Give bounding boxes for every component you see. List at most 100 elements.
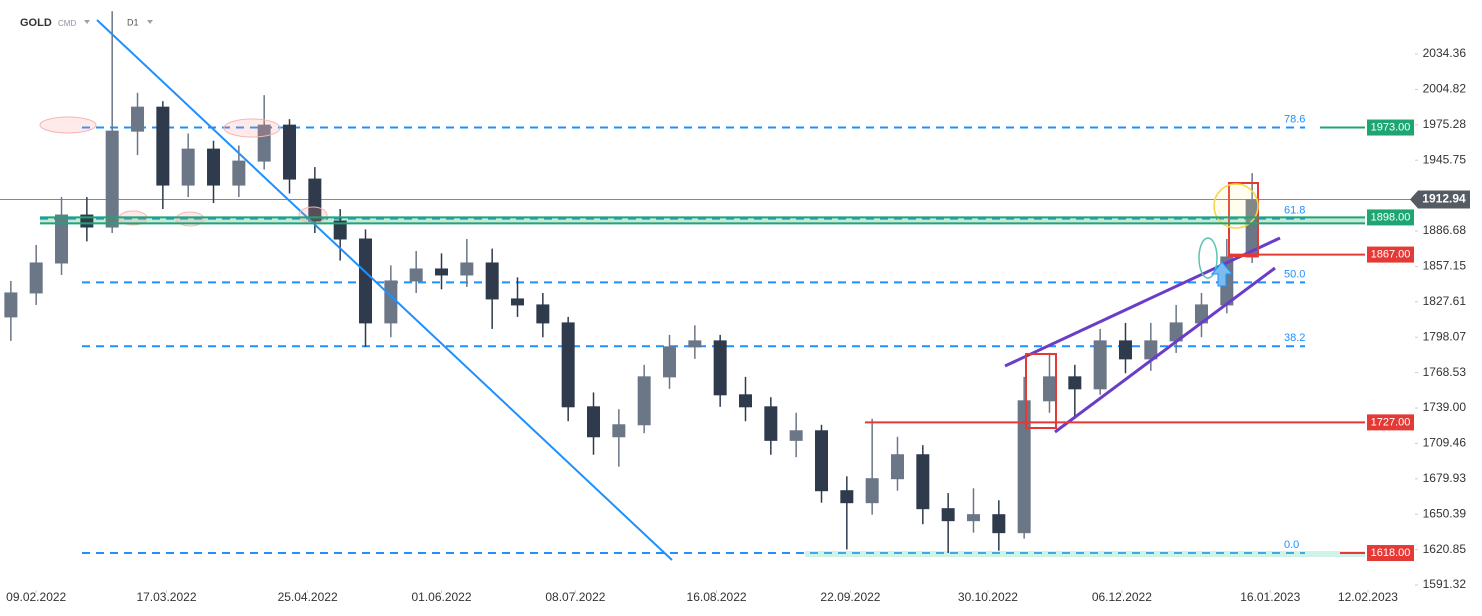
y-tick-label: 1620.85 — [1423, 542, 1467, 556]
highlight[interactable] — [298, 206, 328, 224]
fib-label: 0.0 — [1284, 539, 1299, 551]
y-tick-label: 1679.93 — [1423, 471, 1467, 485]
candle-body — [941, 508, 955, 522]
candle-body — [789, 430, 803, 441]
box[interactable] — [1025, 353, 1057, 429]
candle-body — [536, 304, 550, 324]
fib-label: 78.6 — [1284, 113, 1305, 125]
price-tag-label: 1973.00 — [1371, 121, 1411, 133]
candle-body — [105, 130, 119, 228]
last-price-label: 1912.94 — [1422, 192, 1466, 206]
y-tick-label: 1591.32 — [1423, 577, 1467, 591]
highlight[interactable] — [223, 118, 281, 138]
timeframe[interactable]: D1 — [127, 17, 139, 27]
fib-label: 50.0 — [1284, 268, 1305, 280]
candle-body — [359, 238, 373, 324]
candle-body — [485, 262, 499, 300]
candle-body — [966, 514, 980, 522]
market: CMD — [58, 19, 76, 28]
candle-body — [814, 430, 828, 492]
candle-body — [1017, 400, 1031, 534]
last-price-tag — [1410, 190, 1470, 209]
highlight[interactable] — [1213, 183, 1259, 229]
candle-body — [587, 406, 601, 438]
candle-body — [561, 322, 575, 408]
candle-body — [713, 340, 727, 396]
y-tick-label: 1886.68 — [1423, 223, 1467, 237]
header: GOLD CMD D1 — [20, 17, 153, 29]
candle-body — [916, 454, 930, 510]
candle-body — [1042, 376, 1056, 402]
highlight[interactable] — [1198, 237, 1218, 279]
candle-body — [80, 214, 94, 228]
candle-body — [4, 292, 18, 318]
candle-body — [55, 214, 69, 264]
candle-body — [764, 406, 778, 441]
y-tick-label: 2004.82 — [1423, 82, 1467, 96]
candle-body — [1093, 340, 1107, 390]
price-tag — [1367, 119, 1414, 136]
y-tick-label: 1709.46 — [1423, 436, 1467, 450]
y-tick-label: 1798.07 — [1423, 329, 1467, 343]
dropdown-arrow[interactable] — [147, 20, 153, 24]
price-tag-label: 1618.00 — [1371, 547, 1411, 559]
candle-body — [460, 262, 474, 276]
y-tick-label: 1827.61 — [1423, 294, 1467, 308]
x-tick-label: 06.12.2022 — [1092, 590, 1152, 604]
candle-body — [333, 220, 347, 240]
fib-label: 38.2 — [1284, 332, 1305, 344]
x-tick-label: 30.10.2022 — [958, 590, 1018, 604]
candle-body — [865, 478, 879, 504]
candle-body — [409, 268, 423, 282]
candle-body — [283, 124, 297, 180]
candle-body — [232, 160, 246, 186]
candle-body — [992, 514, 1006, 534]
candle-body — [384, 280, 398, 324]
candle-body — [663, 346, 677, 378]
wedge-line[interactable] — [1054, 266, 1276, 434]
candle-body — [207, 148, 221, 186]
candle-body — [840, 490, 854, 504]
candle-body — [181, 148, 195, 186]
y-tick-label: 1650.39 — [1423, 506, 1467, 520]
level-band — [40, 217, 1365, 224]
candle-body — [156, 106, 170, 186]
price-tag-label: 1727.00 — [1371, 416, 1411, 428]
y-tick-label: 1945.75 — [1423, 152, 1467, 166]
x-tick-label: 01.06.2022 — [411, 590, 471, 604]
drawings — [39, 19, 1281, 561]
y-tick-label: 1739.00 — [1423, 400, 1467, 414]
layer: 2034.36 2004.82 1975.28 1945.75 1886.68 1857.… — [6, 46, 1470, 604]
x-tick-label: 12.02.2023 — [1338, 590, 1398, 604]
candle-body — [435, 268, 449, 276]
layer — [0, 53, 1418, 593]
symbol[interactable]: GOLD — [20, 17, 52, 29]
x-tick-label: 08.07.2022 — [545, 590, 605, 604]
dropdown-arrow[interactable] — [84, 20, 90, 24]
candle-body — [612, 424, 626, 438]
wedge-line[interactable] — [1004, 236, 1281, 368]
arrow-up[interactable] — [1210, 261, 1234, 287]
x-tick-label: 17.03.2022 — [136, 590, 196, 604]
x-tick-label: 22.09.2022 — [820, 590, 880, 604]
y-tick-label: 1975.28 — [1423, 117, 1467, 131]
highlight[interactable] — [39, 116, 97, 134]
candles — [4, 11, 1259, 554]
price-tag — [1367, 545, 1414, 562]
level-band — [805, 551, 1365, 558]
price-tag-label: 1898.00 — [1371, 211, 1411, 223]
candle-body — [890, 454, 904, 480]
candle-body — [308, 178, 322, 222]
candle-body — [688, 340, 702, 348]
candle-body — [511, 298, 525, 306]
price-tag-label: 1867.00 — [1371, 248, 1411, 260]
trend-line[interactable] — [96, 19, 673, 561]
price-tag — [1367, 246, 1414, 263]
price-tag — [1367, 414, 1414, 431]
x-tick-label: 16.08.2022 — [687, 590, 747, 604]
x-tick-label: 25.04.2022 — [278, 590, 338, 604]
x-tick-label: 16.01.2023 — [1240, 590, 1300, 604]
box[interactable] — [1228, 182, 1259, 257]
candle-body — [131, 106, 145, 132]
